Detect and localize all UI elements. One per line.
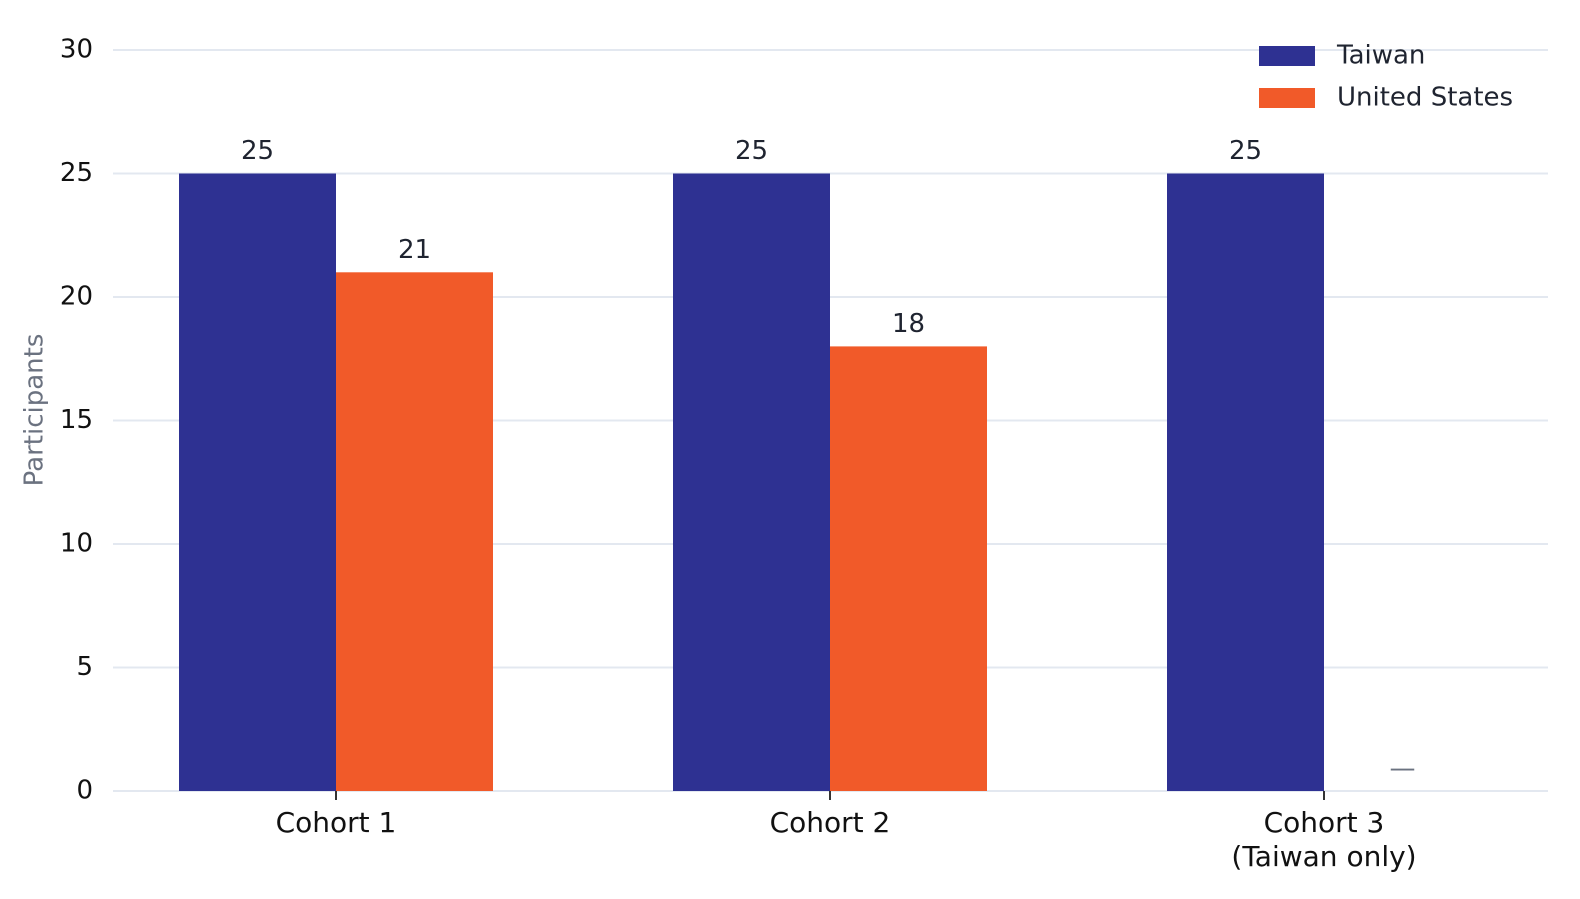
value-label: 25 — [735, 136, 768, 166]
y-axis-label: Participants — [20, 334, 50, 487]
x-tick-label: Cohort 1 — [275, 806, 397, 839]
x-tick-label: Cohort 2 — [769, 806, 891, 839]
x-tick-label: Cohort 3 (Taiwan only) — [1231, 806, 1417, 873]
y-tick-label: 15 — [60, 405, 93, 435]
value-label: — — [1390, 754, 1416, 784]
legend-label: United States — [1337, 83, 1513, 113]
y-tick-label: 30 — [60, 35, 93, 65]
y-tick-label: 5 — [76, 652, 93, 682]
y-tick-label: 10 — [60, 529, 93, 559]
bar — [830, 346, 987, 791]
value-label: 25 — [1229, 136, 1262, 166]
value-label: 18 — [892, 309, 925, 339]
bar — [179, 173, 336, 791]
legend-label: Taiwan — [1336, 41, 1425, 71]
value-label: 21 — [398, 235, 431, 265]
value-label: 25 — [241, 136, 274, 166]
y-tick-label: 25 — [60, 158, 93, 188]
bar — [336, 272, 493, 791]
legend-swatch — [1259, 88, 1315, 108]
y-tick-label: 20 — [60, 282, 93, 312]
bar — [673, 173, 830, 791]
y-tick-label: 0 — [76, 776, 93, 806]
legend-swatch — [1259, 46, 1315, 66]
bar — [1167, 173, 1324, 791]
